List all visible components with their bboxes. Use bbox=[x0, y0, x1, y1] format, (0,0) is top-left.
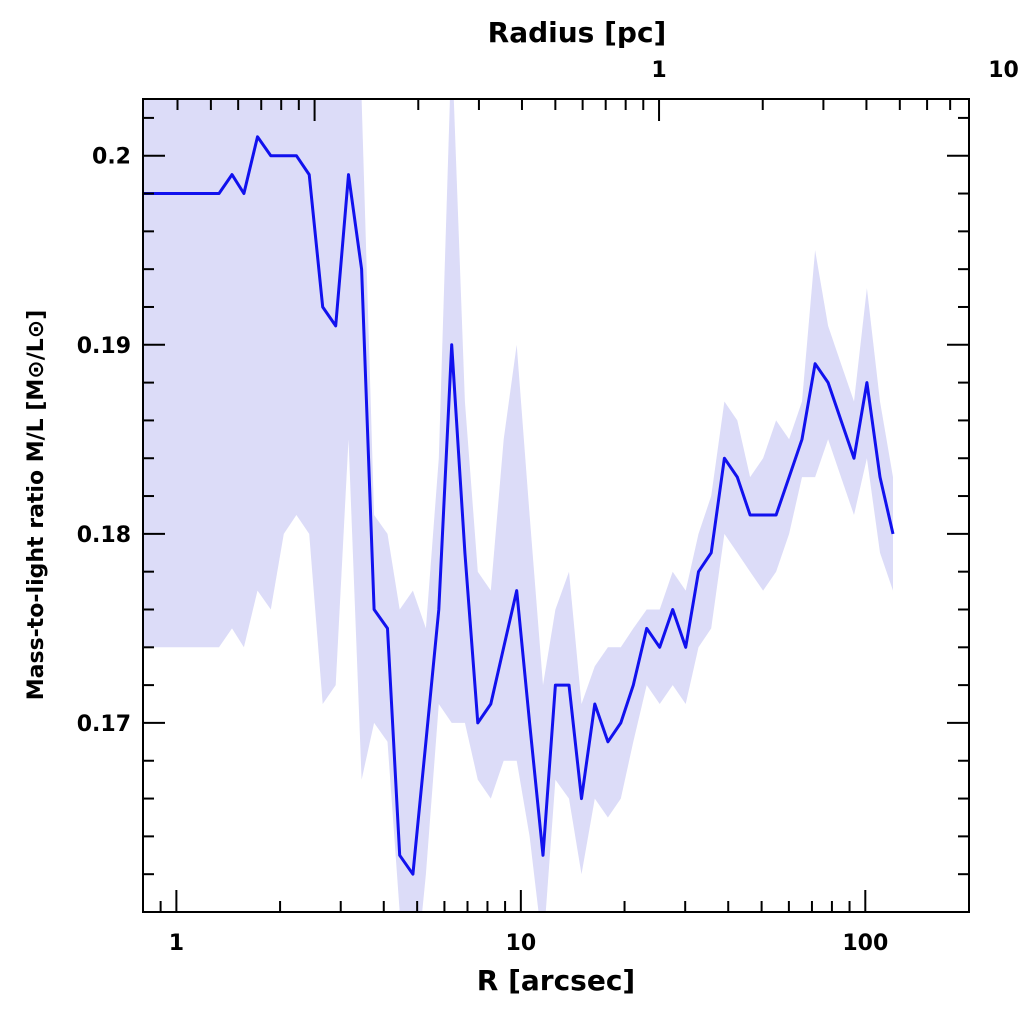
error-band bbox=[143, 99, 893, 912]
series-line bbox=[143, 135, 895, 876]
tick-layer: 1 10 100 1 10 0.17 0.18 0.19 0.2 bbox=[77, 58, 1019, 956]
y-tick-label: 0.19 bbox=[77, 334, 131, 359]
y-axis-label: Mass-to-light ratio M/L [M⊙/L⊙] bbox=[24, 310, 49, 701]
y-tick-label: 0.17 bbox=[77, 712, 131, 737]
y-tick-label: 0.2 bbox=[92, 145, 131, 170]
x2-tick-label: 10 bbox=[988, 58, 1019, 83]
x2-axis-label: Radius [pc] bbox=[488, 16, 667, 49]
x-tick-label: 1 bbox=[169, 931, 184, 956]
series-line-layer bbox=[143, 135, 895, 876]
x-tick-label: 100 bbox=[842, 931, 888, 956]
x-axis-label: R [arcsec] bbox=[477, 964, 635, 997]
error-band-layer bbox=[143, 99, 893, 912]
x2-tick-label: 1 bbox=[651, 58, 666, 83]
y-tick-label: 0.18 bbox=[77, 523, 131, 548]
x-tick-label: 10 bbox=[506, 931, 537, 956]
